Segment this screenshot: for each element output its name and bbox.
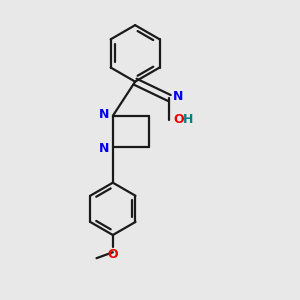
Text: H: H (183, 113, 194, 126)
Text: N: N (173, 90, 183, 103)
Text: N: N (99, 142, 109, 155)
Text: O: O (173, 113, 184, 126)
Text: O: O (107, 248, 118, 261)
Text: N: N (99, 108, 109, 121)
